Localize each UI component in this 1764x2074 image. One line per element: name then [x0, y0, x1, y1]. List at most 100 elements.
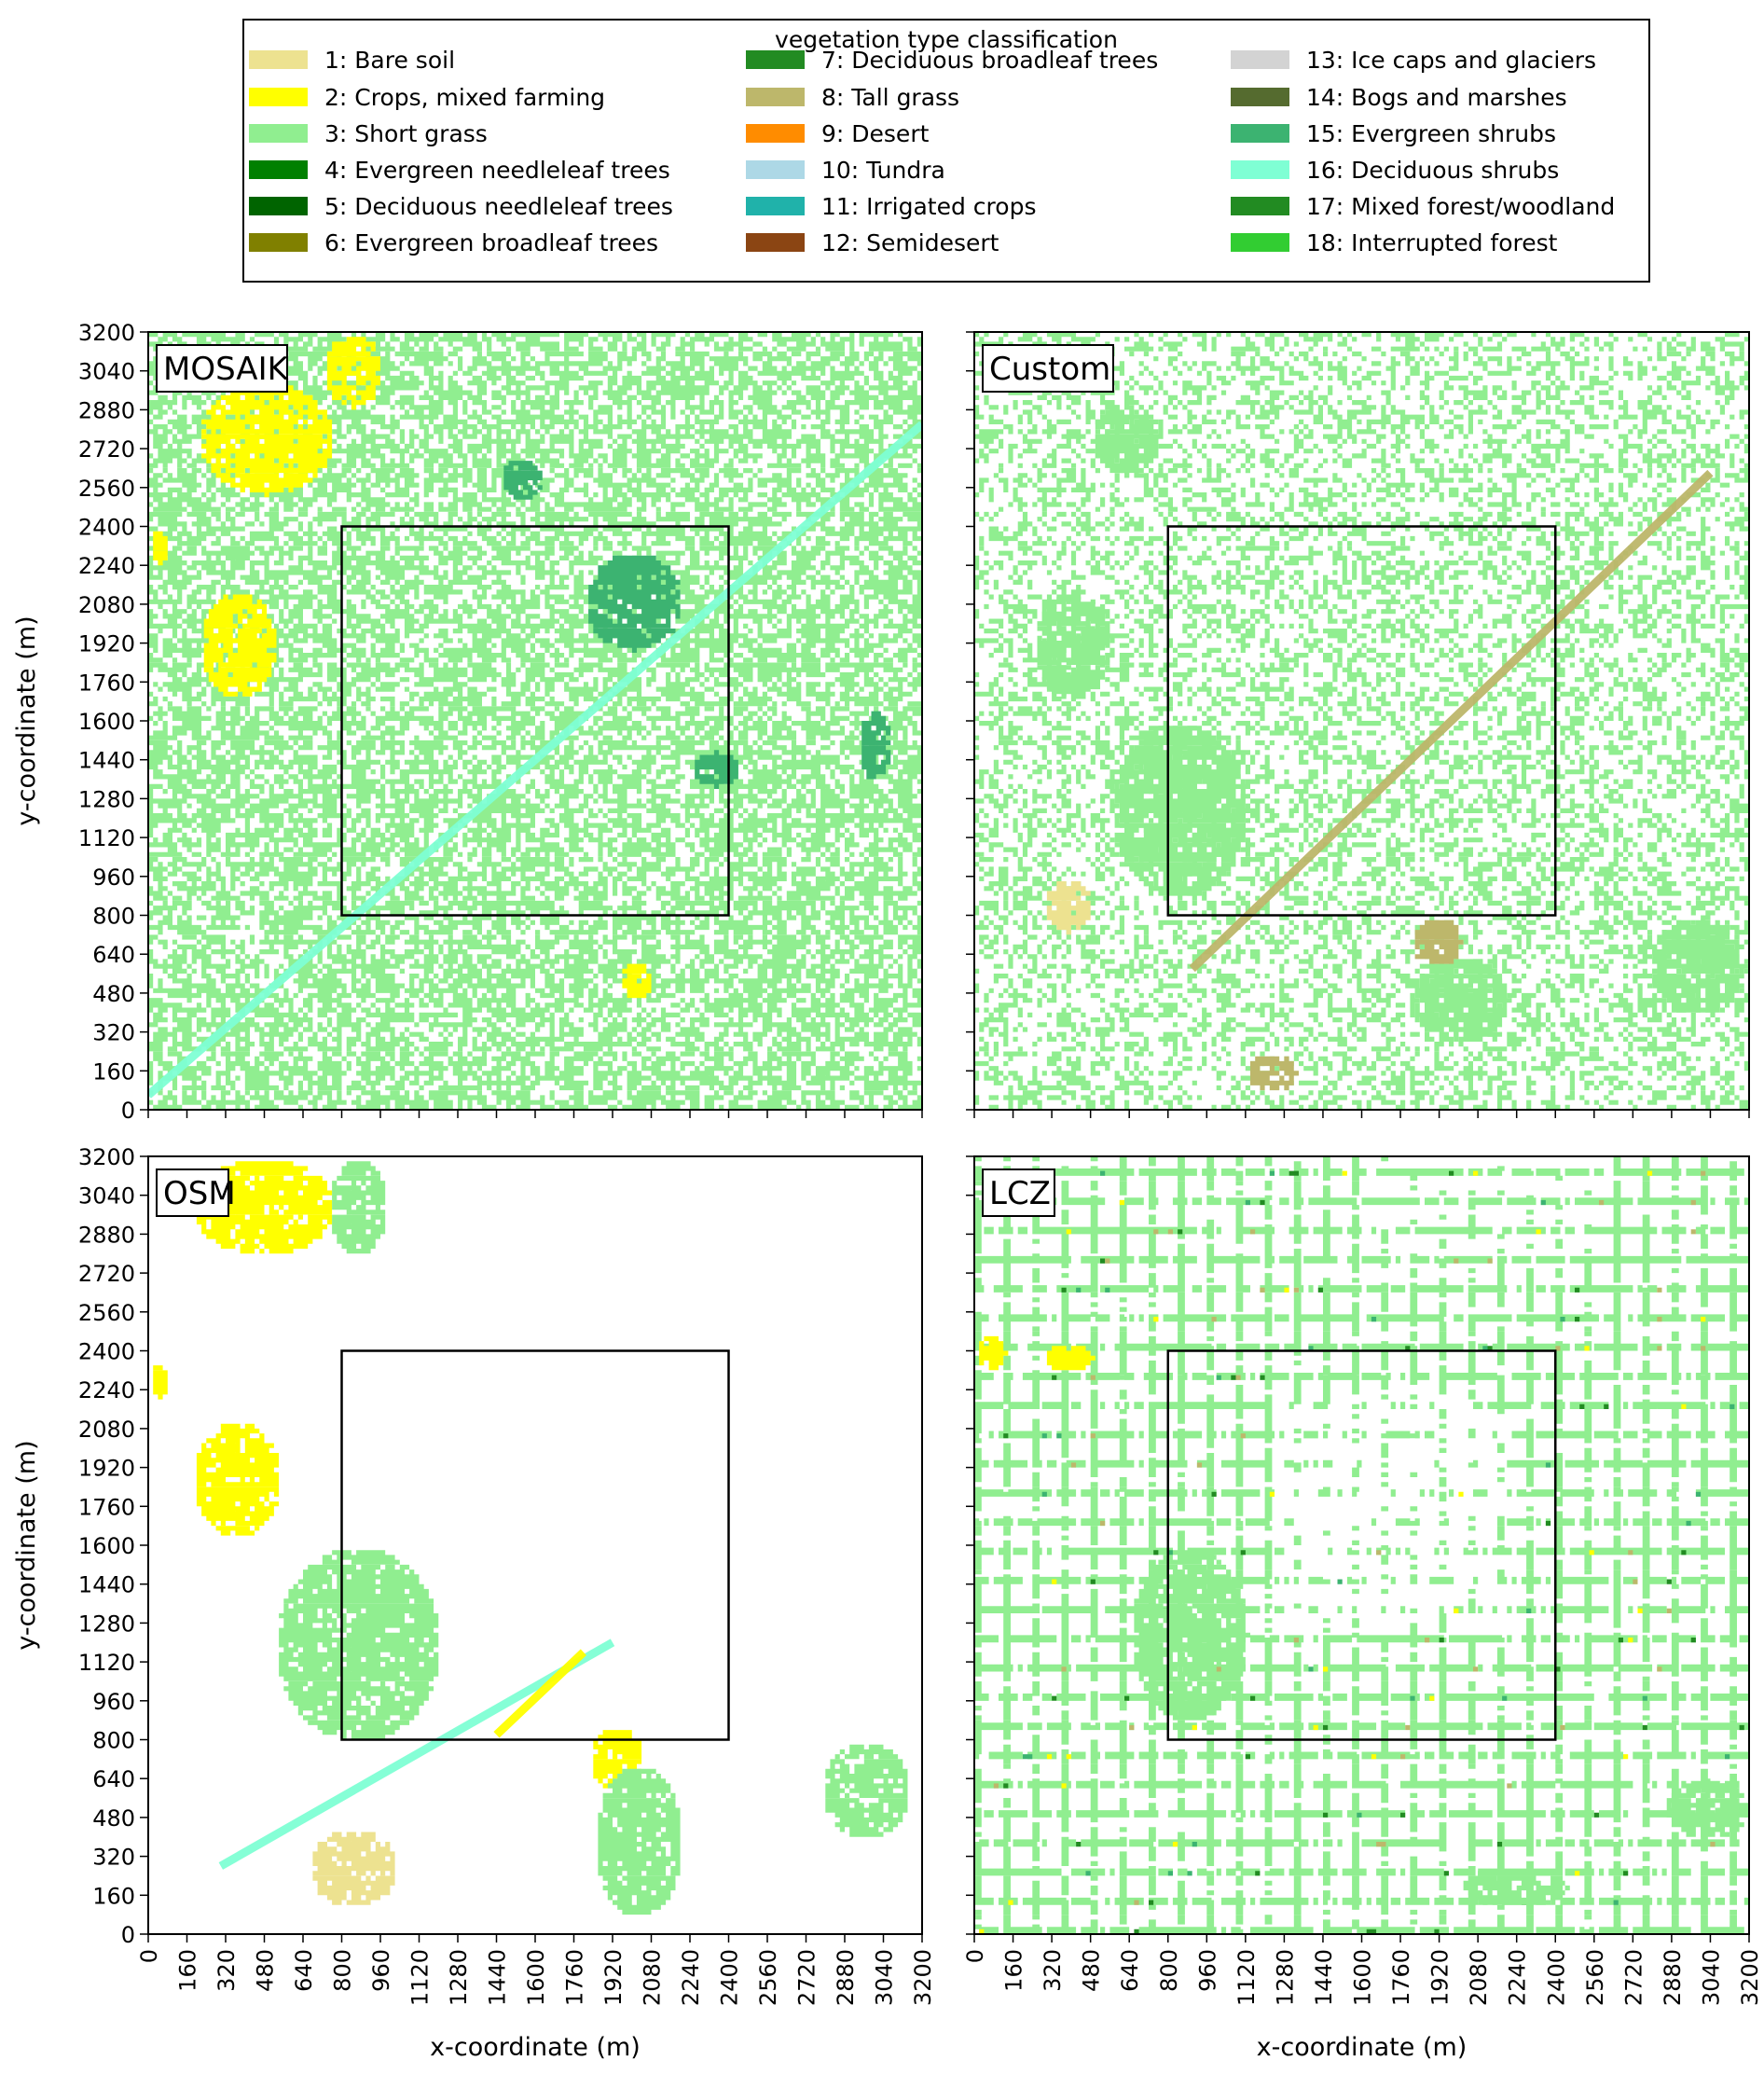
y-tick-label: 320	[92, 1845, 135, 1871]
feature-patch	[332, 1161, 386, 1254]
feature-patch	[598, 1768, 681, 1915]
y-tick-label: 1760	[78, 670, 135, 696]
panel-title: LCZ	[989, 1175, 1051, 1212]
feature-patch	[503, 461, 543, 500]
legend-entry: 2: Crops, mixed farming	[249, 79, 605, 115]
x-tick-label: 2240	[1505, 1949, 1531, 2006]
feature-patch	[1652, 919, 1749, 1013]
feature-patch	[1134, 1550, 1250, 1721]
legend-entry: 4: Evergreen needleleaf trees	[249, 152, 670, 187]
legend-entry: 6: Evergreen broadleaf trees	[249, 225, 658, 260]
legend-entry: 7: Deciduous broadleaf trees	[746, 42, 1158, 77]
feature-patch	[279, 1550, 439, 1740]
legend-label: 18: Interrupted forest	[1306, 228, 1558, 256]
inner-domain-box	[1166, 1349, 1557, 1741]
x-tick-label: 1760	[1388, 1949, 1414, 2006]
x-tick-label: 2240	[678, 1949, 704, 2006]
y-tick-label: 1120	[78, 1650, 135, 1676]
legend-entry: 12: Semidesert	[746, 225, 999, 260]
y-tick-label: 960	[92, 1689, 135, 1715]
panel-title-box: LCZ	[982, 1168, 1055, 1217]
feature-patch	[825, 1744, 908, 1837]
y-tick-label: 1120	[78, 825, 135, 851]
legend-swatch	[249, 233, 308, 252]
feature-patch	[201, 385, 333, 498]
legend-swatch	[1231, 233, 1289, 252]
x-tick-label: 2080	[640, 1949, 666, 2006]
feature-patch	[1109, 726, 1250, 901]
legend-entry: 18: Interrupted forest	[1231, 225, 1557, 260]
feature-patch	[1666, 1778, 1749, 1837]
legend-label: 3: Short grass	[324, 119, 488, 147]
y-tick-label: 320	[92, 1020, 135, 1046]
y-tick-label: 1600	[78, 1533, 135, 1559]
panel-title: Custom	[989, 351, 1110, 388]
x-tick-label: 2400	[1543, 1949, 1569, 2006]
title-frame	[156, 344, 288, 393]
y-tick-label: 2880	[78, 1222, 135, 1248]
legend-label: 15: Evergreen shrubs	[1306, 119, 1557, 147]
legend-entry: 15: Evergreen shrubs	[1231, 116, 1556, 151]
legend-label: 10: Tundra	[821, 156, 945, 184]
x-tick-label: 3200	[910, 1949, 936, 2006]
legend-entry: 3: Short grass	[249, 116, 488, 151]
x-tick-label: 640	[291, 1949, 317, 1992]
feature-patch	[588, 555, 681, 654]
x-tick-label: 2880	[1660, 1949, 1686, 2006]
axes-frame	[147, 1155, 923, 1935]
x-tick-label: 1440	[1311, 1949, 1337, 2006]
x-tick-label: 640	[1117, 1949, 1143, 1992]
feature-patch	[196, 1423, 280, 1536]
y-tick-label: 2720	[78, 1261, 135, 1287]
grass-grid	[974, 1156, 1749, 1934]
y-tick-label: 2400	[78, 1339, 135, 1365]
y-tick-label: 160	[92, 1058, 135, 1085]
legend-entry: 11: Irrigated crops	[746, 188, 1036, 224]
y-tick-label: 1760	[78, 1494, 135, 1520]
x-tick-label: 0	[136, 1949, 162, 1963]
y-tick-label: 2400	[78, 515, 135, 541]
x-tick-label: 2720	[1620, 1949, 1647, 2006]
legend-swatch	[746, 124, 805, 143]
feature-patch	[312, 1832, 395, 1905]
title-frame	[982, 1168, 1055, 1217]
y-tick-label: 2240	[78, 1377, 135, 1403]
inner-domain-box	[340, 1349, 730, 1741]
legend-swatch	[249, 88, 308, 106]
x-tick-label: 480	[253, 1949, 279, 1992]
legend-label: 13: Ice caps and glaciers	[1306, 46, 1597, 74]
legend-swatch	[249, 50, 308, 69]
y-tick-label: 0	[121, 1922, 135, 1948]
x-tick-label: 160	[1001, 1949, 1027, 1992]
legend-label: 12: Semidesert	[821, 228, 999, 256]
y-tick-label: 480	[92, 1805, 135, 1832]
feature-patch	[203, 594, 277, 697]
x-tick-label: 960	[1194, 1949, 1220, 1992]
feature-patch	[979, 1335, 1009, 1371]
y-tick-label: 1280	[78, 786, 135, 812]
title-frame	[156, 1168, 229, 1217]
panel-lcz: LCZ 0 160 320 480 640 800 960 1120 1280 1440 1600 17…	[962, 1155, 1763, 2062]
legend-swatch	[1231, 197, 1289, 215]
x-tick-label: 960	[368, 1949, 394, 1992]
x-tick-label: 320	[214, 1949, 240, 1992]
feature-patch	[153, 1365, 168, 1400]
y-tick-label: 160	[92, 1883, 135, 1909]
legend-label: 4: Evergreen needleleaf trees	[324, 156, 670, 184]
legend-swatch	[746, 160, 805, 179]
legend-entry: 5: Deciduous needleleaf trees	[249, 188, 673, 224]
x-tick-label: 1280	[446, 1949, 472, 2006]
feature-patch	[622, 963, 652, 999]
y-tick-label: 2240	[78, 553, 135, 579]
legend-label: 14: Bogs and marshes	[1306, 83, 1567, 111]
feature-patch	[1463, 1871, 1570, 1905]
y-tick-label: 2080	[78, 1417, 135, 1443]
y-tick-label: 2880	[78, 397, 135, 423]
y-tick-label: 2560	[78, 1300, 135, 1326]
feature-band	[218, 1638, 615, 1870]
legend-label: 8: Tall grass	[821, 83, 960, 111]
x-tick-label: 1600	[1350, 1949, 1376, 2006]
plot-area	[974, 332, 1749, 1110]
panel-title-box: OSM	[156, 1168, 236, 1217]
legend-swatch	[249, 197, 308, 215]
